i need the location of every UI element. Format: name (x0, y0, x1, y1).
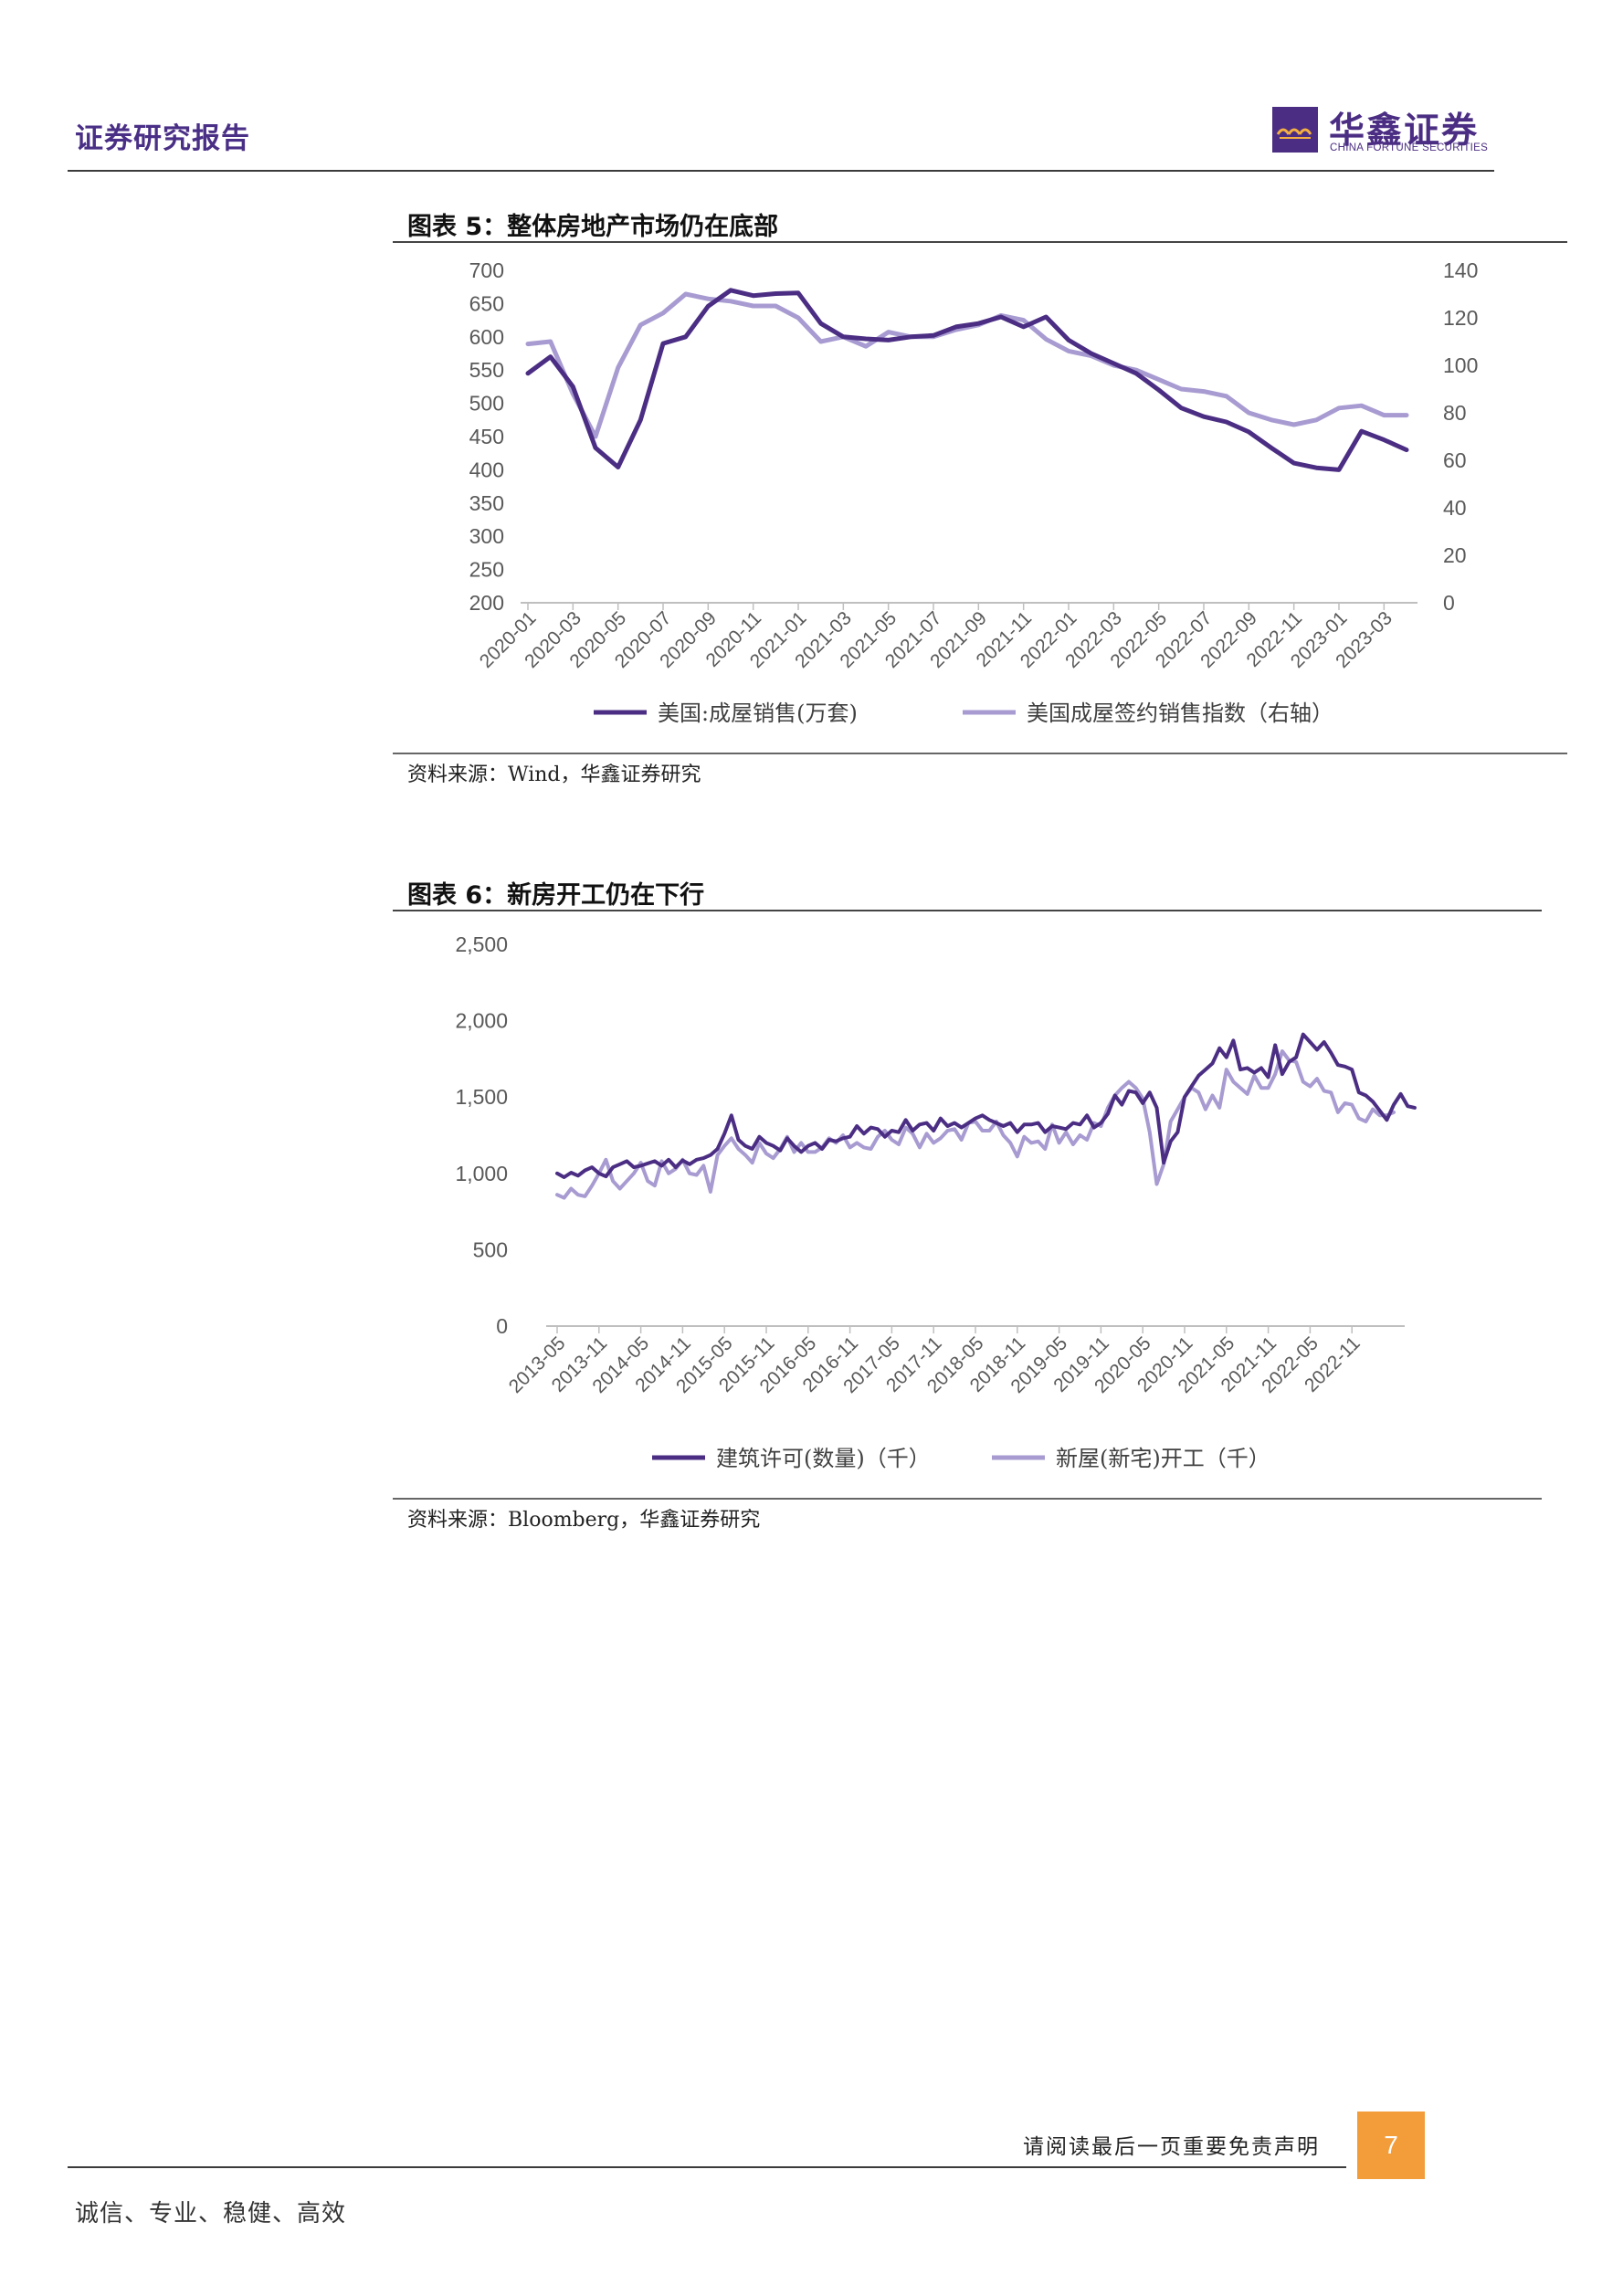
right-axis-tick-label: 80 (1443, 401, 1467, 425)
y-axis-tick-label: 1,000 (455, 1162, 508, 1185)
legend-label-building-permits: 建筑许可(数量)（千） (716, 1446, 931, 1471)
legend-label-housing-starts: 新屋(新宅)开工（千） (1056, 1446, 1270, 1471)
left-axis-tick-label: 550 (469, 358, 504, 382)
footer-divider (68, 2166, 1346, 2168)
figure6-title: 图表 6：新房开工仍在下行 (407, 881, 705, 910)
logo-chinese-name: 华鑫证券 (1329, 111, 1480, 152)
logo-icon (1272, 107, 1318, 153)
figure6-chart: 2,5002,0001,5001,00050002013-052013-1120… (455, 932, 1417, 1471)
figure6-top-rule (393, 910, 1542, 911)
left-axis-tick-label: 300 (469, 524, 504, 548)
left-axis-tick-label: 650 (469, 291, 504, 315)
figure5-chart: 7006506005505004504003503002502001401201… (469, 258, 1479, 726)
left-axis-tick-label: 350 (469, 491, 504, 515)
y-axis-tick-label: 2,500 (455, 932, 508, 956)
figure6-source: 资料来源：Bloomberg，华鑫证券研究 (407, 1509, 761, 1532)
logo-mark-icon (1276, 128, 1312, 139)
left-axis-tick-label: 400 (469, 458, 504, 481)
y-axis-tick-label: 0 (496, 1314, 508, 1338)
right-axis-tick-label: 20 (1443, 543, 1467, 567)
series-existing-home-sales-line (525, 288, 1409, 472)
page-number-box (1357, 2112, 1425, 2179)
legend-label-pending-home-sales: 美国成屋签约销售指数（右轴） (1027, 700, 1333, 726)
y-axis-tick-label: 500 (473, 1238, 508, 1261)
figure5-bottom-rule (393, 753, 1567, 754)
page-number: 7 (1384, 2131, 1398, 2159)
y-axis-tick-label: 1,500 (455, 1085, 508, 1109)
company-motto: 诚信、专业、稳健、高效 (75, 2200, 347, 2228)
legend-label-existing-home-sales: 美国:成屋销售(万套) (658, 700, 858, 726)
left-axis-tick-label: 700 (469, 258, 504, 282)
series-building-permits-line (555, 1032, 1417, 1179)
series-housing-starts-line (555, 1049, 1396, 1200)
right-axis-tick-label: 0 (1443, 591, 1455, 615)
right-axis-tick-label: 120 (1443, 306, 1478, 330)
left-axis-tick-label: 450 (469, 425, 504, 448)
logo-english-name: CHINA FORTUNE SECURITIES (1330, 142, 1489, 153)
left-axis-tick-label: 200 (469, 591, 504, 615)
figure5-title: 图表 5：整体房地产市场仍在底部 (407, 213, 779, 241)
header-divider (68, 170, 1494, 172)
figure5-source: 资料来源：Wind，华鑫证券研究 (407, 764, 701, 786)
y-axis-tick-label: 2,000 (455, 1009, 508, 1033)
disclaimer-notice: 请阅读最后一页重要免责声明 (1023, 2135, 1320, 2159)
figure6-bottom-rule (393, 1498, 1542, 1500)
right-axis-tick-label: 100 (1443, 353, 1478, 377)
right-axis-tick-label: 60 (1443, 448, 1467, 472)
right-axis-tick-label: 40 (1443, 496, 1467, 520)
report-type-title: 证券研究报告 (75, 122, 250, 155)
right-axis-tick-label: 140 (1443, 258, 1478, 282)
left-axis-tick-label: 500 (469, 392, 504, 416)
figure5-top-rule (393, 241, 1567, 243)
left-axis-tick-label: 600 (469, 325, 504, 349)
series-pending-home-sales-index-line (525, 291, 1409, 439)
left-axis-tick-label: 250 (469, 558, 504, 582)
